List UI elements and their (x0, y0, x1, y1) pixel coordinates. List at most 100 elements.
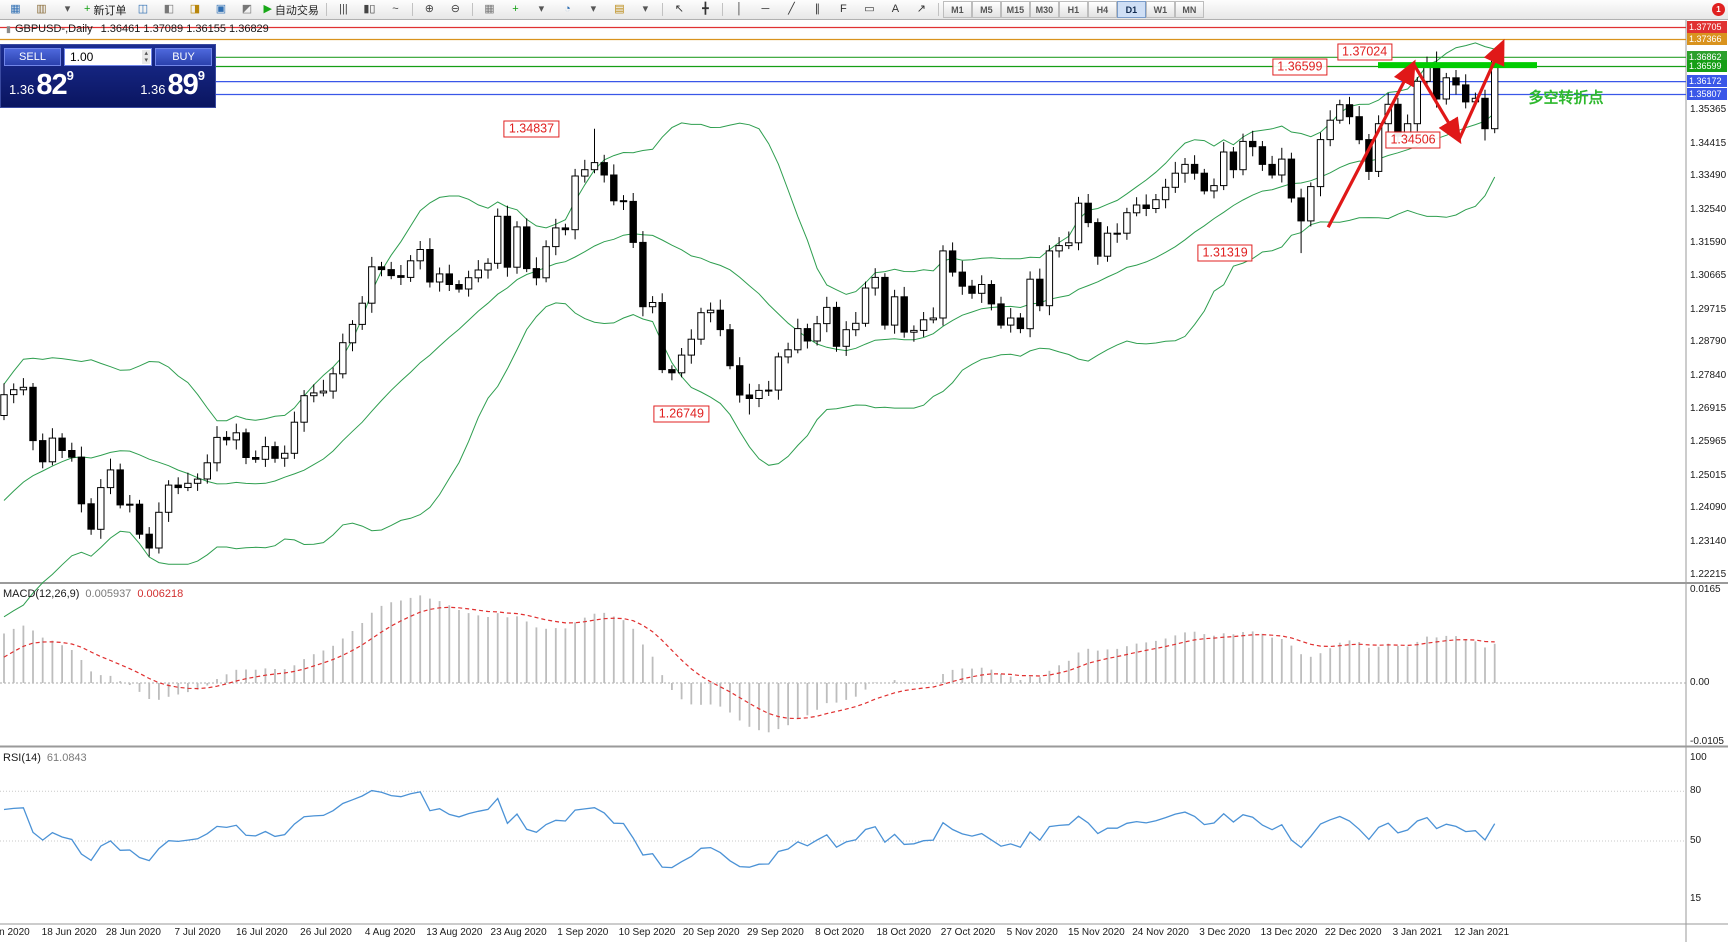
date-label: 4 Aug 2020 (364, 927, 416, 938)
horizontal-line-icon[interactable]: ─ (753, 0, 778, 19)
zoom-in-icon[interactable]: ⊕ (417, 0, 442, 19)
periods-icon[interactable]: ◔ (555, 0, 580, 19)
line-chart-icon: ~ (392, 3, 399, 15)
date-label: 7 Jul 2020 (174, 927, 221, 938)
templates-caret-icon: ▾ (642, 3, 649, 15)
autotrade-button-label: 自动交易 (274, 4, 319, 17)
candlestick-chart-icon[interactable]: ▮▯ (357, 0, 382, 19)
indicators-icon: + (512, 3, 519, 15)
vertical-line-icon: │ (735, 3, 743, 15)
line-chart-icon[interactable]: ~ (383, 0, 408, 19)
indicators-icon[interactable]: + (503, 0, 528, 19)
timeframe-M15[interactable]: M15 (1000, 1, 1030, 18)
profiles-caret-icon: ▾ (64, 3, 71, 15)
channel-icon[interactable]: ∥ (805, 0, 830, 19)
sell-price-main: 82 (36, 69, 67, 101)
new-order-button[interactable]: + 新订单 (81, 0, 129, 19)
buy-price: 1.36899 (140, 68, 205, 102)
new-chart-icon: ▦ (10, 3, 21, 15)
timeframe-MN[interactable]: MN (1174, 1, 1204, 18)
timeframe-H1[interactable]: H1 (1058, 1, 1088, 18)
date-label: 1 Sep 2020 (557, 927, 609, 938)
sell-price-prefix: 1.36 (9, 82, 35, 97)
terminal-icon[interactable]: ▣ (208, 0, 233, 19)
sell-price-pip: 9 (66, 68, 74, 83)
trendline-icon[interactable]: ╱ (779, 0, 804, 19)
date-label: 13 Aug 2020 (426, 927, 483, 938)
market-watch-icon[interactable]: ◫ (130, 0, 155, 19)
macd-signal-line (3, 606, 1495, 720)
chart-profiles-icon[interactable]: ▥ (29, 0, 54, 19)
date-label: 10 Sep 2020 (618, 927, 676, 938)
volume-value: 1.00 (70, 50, 94, 64)
navigator-icon: ◨ (189, 3, 201, 15)
buy-price-pip: 9 (197, 68, 205, 83)
one-click-trading-widget: SELL 1.00 ▴ ▾ BUY 1.36829 1.36899 (0, 44, 216, 108)
navigator-icon[interactable]: ◨ (182, 0, 207, 19)
zoom-out-icon: ⊖ (450, 3, 461, 15)
timeframe-D1[interactable]: D1 (1116, 1, 1146, 18)
date-label: 3 Dec 2020 (1199, 927, 1251, 938)
timeframe-M1[interactable]: M1 (942, 1, 972, 18)
data-window-icon[interactable]: ◧ (156, 0, 181, 19)
periods-caret-icon: ▾ (590, 3, 597, 15)
timeframe-M30[interactable]: M30 (1029, 1, 1059, 18)
vertical-line-icon[interactable]: │ (727, 0, 752, 19)
toolbar-separator (411, 3, 413, 16)
toolbar-separator (325, 3, 327, 16)
volume-decrease-button[interactable]: ▾ (142, 57, 150, 64)
date-label: 8 Oct 2020 (815, 927, 865, 938)
bar-chart-icon[interactable]: ||| (331, 0, 356, 19)
candles (0, 51, 1499, 557)
templates-icon[interactable]: ▤ (607, 0, 632, 19)
bollinger-bands (3, 42, 1496, 618)
fibonacci-icon[interactable]: F (831, 0, 856, 19)
buy-price-prefix: 1.36 (140, 82, 166, 97)
trend-arrows (1326, 38, 1505, 228)
sell-price: 1.36829 (9, 68, 74, 102)
buy-button[interactable]: BUY (155, 48, 212, 66)
notifications-icon[interactable]: 1 (1712, 3, 1725, 16)
tile-windows-icon[interactable]: ▦ (477, 0, 502, 19)
timeframe-H4[interactable]: H4 (1087, 1, 1117, 18)
templates-caret-icon[interactable]: ▾ (633, 0, 658, 19)
timeframe-M5[interactable]: M5 (971, 1, 1001, 18)
strategy-tester-icon[interactable]: ◩ (234, 0, 259, 19)
date-label: 12 Jan 2021 (1454, 927, 1510, 938)
date-label: 24 Nov 2020 (1132, 927, 1189, 938)
sell-button[interactable]: SELL (4, 48, 61, 66)
date-label: 8 Jun 2020 (0, 927, 30, 938)
candlestick-chart-icon: ▮▯ (363, 3, 376, 15)
crosshair-icon[interactable]: ╋ (693, 0, 718, 19)
autotrade-button: ▶ (263, 3, 272, 15)
date-axis: 8 Jun 2020 18 Jun 2020 28 Jun 2020 7 Jul 20… (0, 924, 1686, 942)
periods-caret-icon[interactable]: ▾ (581, 0, 606, 19)
timeframe-W1[interactable]: W1 (1145, 1, 1175, 18)
toolbar: ▦ ▥ ▾ + 新订单 ◫ ◧ ◨ ▣ ◩ ▶ 自动交易 ||| ▮▯ ~ ⊕ ⊖ ▦ + ▾ ◔ ▾ ▤ ▾ ↖ ╋ │ ─ ╱ ∥ F ▭… (0, 0, 1728, 20)
arrow-objects-icon[interactable]: ↗ (909, 0, 934, 19)
volume-increase-button[interactable]: ▴ (142, 50, 150, 57)
indicators-caret-icon[interactable]: ▾ (529, 0, 554, 19)
cursor-icon: ↖ (674, 3, 685, 15)
rsi-line (3, 789, 1496, 869)
autotrade-button[interactable]: ▶ 自动交易 (260, 0, 321, 19)
shapes-icon[interactable]: ▭ (857, 0, 882, 19)
volume-input[interactable]: 1.00 ▴ ▾ (64, 48, 152, 66)
zoom-out-icon[interactable]: ⊖ (443, 0, 468, 19)
date-label: 26 Jul 2020 (300, 927, 352, 938)
new-order-button-label: 新订单 (93, 4, 127, 17)
channel-icon: ∥ (814, 3, 821, 15)
new-chart-icon[interactable]: ▦ (3, 0, 28, 19)
text-label-icon: A (891, 3, 900, 15)
text-label-icon[interactable]: A (883, 0, 908, 19)
crosshair-icon: ╋ (702, 3, 709, 15)
bar-chart-icon: ||| (339, 3, 348, 15)
profiles-caret-icon[interactable]: ▾ (55, 0, 80, 19)
date-label: 15 Nov 2020 (1068, 927, 1125, 938)
indicators-caret-icon: ▾ (538, 3, 545, 15)
date-label: 18 Oct 2020 (876, 927, 932, 938)
buy-price-main: 89 (167, 69, 199, 101)
horizontal-line-icon: ─ (761, 3, 770, 15)
cursor-icon[interactable]: ↖ (667, 0, 692, 19)
